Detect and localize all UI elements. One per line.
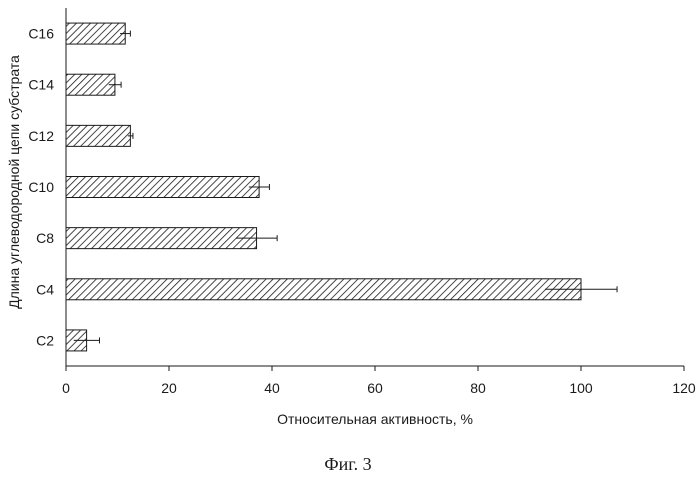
error-bar-c16 xyxy=(120,30,131,37)
x-ticks-group: 0 20 40 60 80 100 120 xyxy=(62,366,696,396)
x-tick-label-40: 40 xyxy=(264,380,280,396)
x-tick-label-120: 120 xyxy=(672,380,696,396)
error-bar-c10 xyxy=(248,184,270,190)
bars-group xyxy=(65,22,582,352)
bar-c12 xyxy=(65,124,131,147)
y-tick-label-c12: C12 xyxy=(28,128,54,144)
x-tick-label-60: 60 xyxy=(367,380,383,396)
figure-caption: Фиг. 3 xyxy=(324,454,371,474)
y-tick-label-c8: C8 xyxy=(36,230,54,246)
x-tick-label-0: 0 xyxy=(62,380,70,396)
bar-c14 xyxy=(65,73,116,96)
x-axis-title: Относительная активность, % xyxy=(277,411,473,427)
error-bar-c4 xyxy=(544,286,618,293)
y-tick-label-c2: C2 xyxy=(36,332,54,348)
error-bar-c2 xyxy=(73,337,100,344)
y-axis-title: Длина углеводородной цепи субстрата xyxy=(6,55,22,309)
x-tick-label-80: 80 xyxy=(470,380,486,396)
error-bar-c14 xyxy=(108,81,122,88)
error-bar-c12 xyxy=(127,132,134,139)
y-tick-label-c4: C4 xyxy=(36,281,54,297)
y-tick-label-c16: C16 xyxy=(28,26,54,42)
y-tick-label-c10: C10 xyxy=(28,179,54,195)
bar-c10 xyxy=(65,176,260,198)
x-tick-label-20: 20 xyxy=(161,380,177,396)
y-tick-label-c14: C14 xyxy=(28,77,54,93)
bar-c16 xyxy=(65,22,126,45)
bar-c4 xyxy=(65,278,582,301)
error-bars-group xyxy=(73,30,618,344)
y-tick-labels-group: C2 C4 C8 C10 C12 C14 C16 xyxy=(28,26,54,349)
bar-c8 xyxy=(65,227,258,250)
x-tick-label-100: 100 xyxy=(569,380,593,396)
error-bar-c8 xyxy=(235,235,278,242)
